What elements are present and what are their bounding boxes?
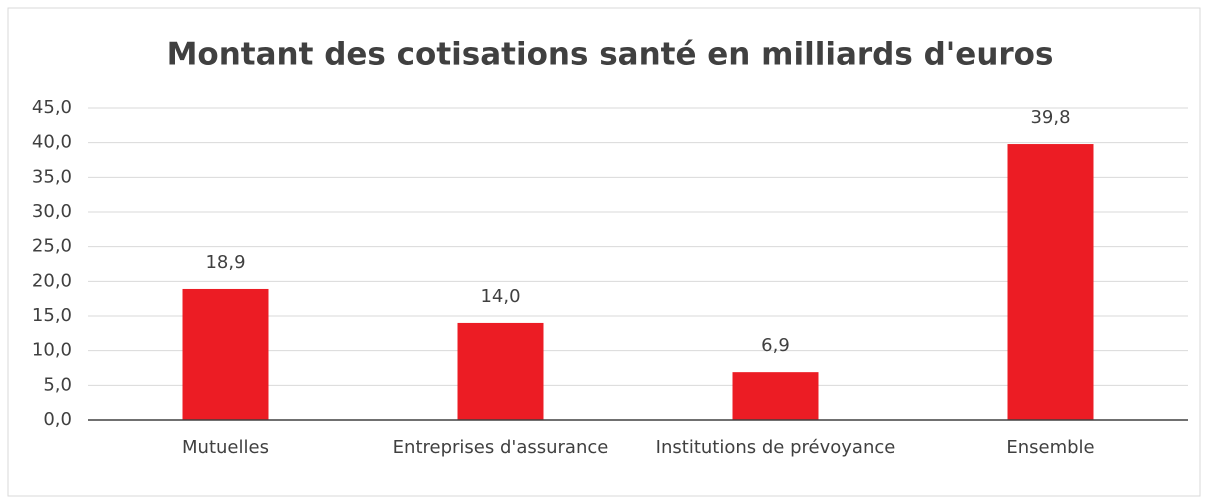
y-tick-label: 30,0 <box>32 201 72 222</box>
y-tick-label: 0,0 <box>43 409 72 430</box>
y-tick-label: 20,0 <box>32 270 72 291</box>
bar <box>732 372 819 420</box>
y-tick-label: 25,0 <box>32 236 72 257</box>
y-tick-label: 40,0 <box>32 132 72 153</box>
y-tick-label: 10,0 <box>32 340 72 361</box>
data-label: 14,0 <box>480 286 520 307</box>
y-tick-label: 45,0 <box>32 97 72 118</box>
bar <box>1007 144 1094 420</box>
bar <box>457 322 544 420</box>
chart-title: Montant des cotisations santé en milliar… <box>167 37 1054 73</box>
y-tick-label: 5,0 <box>43 374 72 395</box>
y-tick-label: 35,0 <box>32 166 72 187</box>
x-tick-label: Institutions de prévoyance <box>655 437 896 458</box>
x-tick-label: Mutuelles <box>182 437 269 458</box>
data-label: 6,9 <box>761 335 790 356</box>
x-tick-label: Ensemble <box>1006 437 1095 458</box>
y-tick-label: 15,0 <box>32 305 72 326</box>
data-label: 18,9 <box>205 252 245 273</box>
x-tick-label: Entreprises d'assurance <box>392 437 609 458</box>
bar <box>182 288 269 420</box>
data-label: 39,8 <box>1030 107 1070 128</box>
